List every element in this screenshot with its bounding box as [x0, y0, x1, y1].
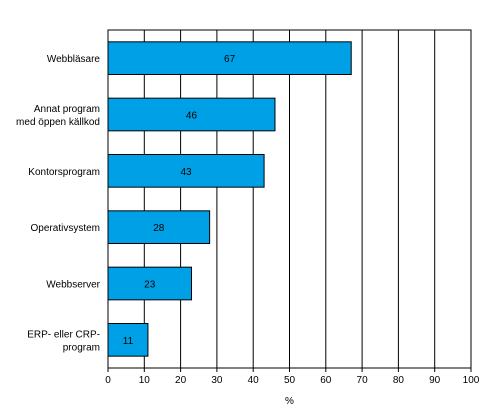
category-label: Webbläsare — [47, 54, 101, 65]
bar — [107, 210, 211, 245]
x-tick-label: 0 — [105, 375, 111, 386]
x-tick-label: 40 — [248, 375, 260, 386]
category-label: program — [63, 342, 100, 353]
category-label: ERP- eller CRP- — [27, 329, 100, 340]
x-tick-label: 30 — [211, 375, 223, 386]
category-label: Operativsystem — [31, 223, 100, 234]
bar — [107, 41, 352, 76]
x-tick-label: 10 — [139, 375, 151, 386]
category-label: Kontorsprogram — [28, 167, 100, 178]
x-tick-label: 90 — [429, 375, 441, 386]
x-tick-label: 50 — [284, 375, 296, 386]
data-label: 43 — [180, 167, 192, 178]
x-tick-label: 80 — [393, 375, 405, 386]
x-axis-ticks: 0 10 20 30 40 50 60 70 80 90 100 — [105, 368, 480, 386]
bar — [107, 266, 192, 301]
data-label: 11 — [123, 336, 134, 347]
x-axis-title: % — [285, 396, 294, 407]
bar — [107, 97, 276, 132]
data-label: 28 — [153, 223, 165, 234]
x-tick-label: 60 — [320, 375, 332, 386]
category-label: Annat program — [34, 104, 100, 115]
bars: 67 46 43 28 23 11 — [107, 41, 352, 357]
grid-lines — [143, 30, 436, 368]
data-label: 23 — [144, 280, 156, 291]
category-labels: Webbläsare Annat program med öppen källkod… — [16, 54, 101, 353]
category-label: med öppen källkod — [16, 117, 100, 128]
bar — [107, 322, 149, 357]
data-label: 46 — [186, 111, 198, 122]
category-label: Webbserver — [46, 280, 100, 291]
x-tick-label: 20 — [175, 375, 187, 386]
x-tick-label: 70 — [357, 375, 369, 386]
x-tick-label: 100 — [463, 375, 480, 386]
bar — [107, 153, 265, 188]
data-label: 67 — [224, 54, 236, 65]
